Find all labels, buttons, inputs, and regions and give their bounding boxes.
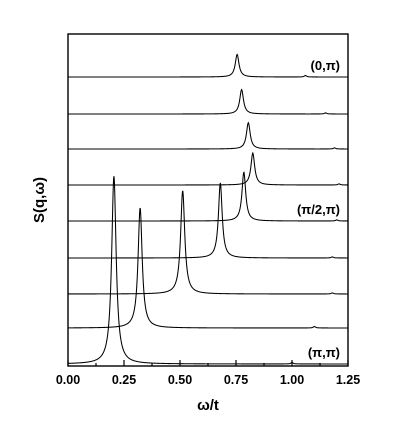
ticks-group: 0.00 0.25 0.50 0.75 1.00 1.25 (56, 360, 360, 387)
x-axis-label: ω/t (197, 397, 219, 414)
x-tick-label: 1.25 (336, 373, 360, 387)
spectrum-line-4 (68, 171, 348, 222)
spectrum-line-8 (68, 53, 348, 78)
x-tick-label: 0.75 (224, 373, 248, 387)
x-tick-label: 0.00 (56, 373, 80, 387)
spectrum-line-3 (68, 182, 348, 259)
spectrum-line-7 (68, 88, 349, 115)
q-label: (0,π) (311, 58, 340, 73)
q-label: (π,π) (308, 345, 340, 360)
x-tick-label: 0.25 (112, 373, 136, 387)
traces-group (67, 53, 349, 365)
spectrum-line-2 (68, 190, 348, 295)
spectrum-line-5 (68, 151, 348, 186)
plot-frame (67, 33, 349, 367)
q-label: (π/2,π) (297, 202, 340, 217)
x-tick-label: 0.50 (168, 373, 192, 387)
spectrum-line-1 (68, 207, 348, 329)
spectrum-line-6 (68, 121, 349, 150)
y-axis-label: S(q,ω) (31, 177, 48, 223)
x-tick-label: 1.00 (280, 373, 304, 387)
annotations-group: (0,π) (π/2,π) (π,π) (297, 58, 340, 360)
